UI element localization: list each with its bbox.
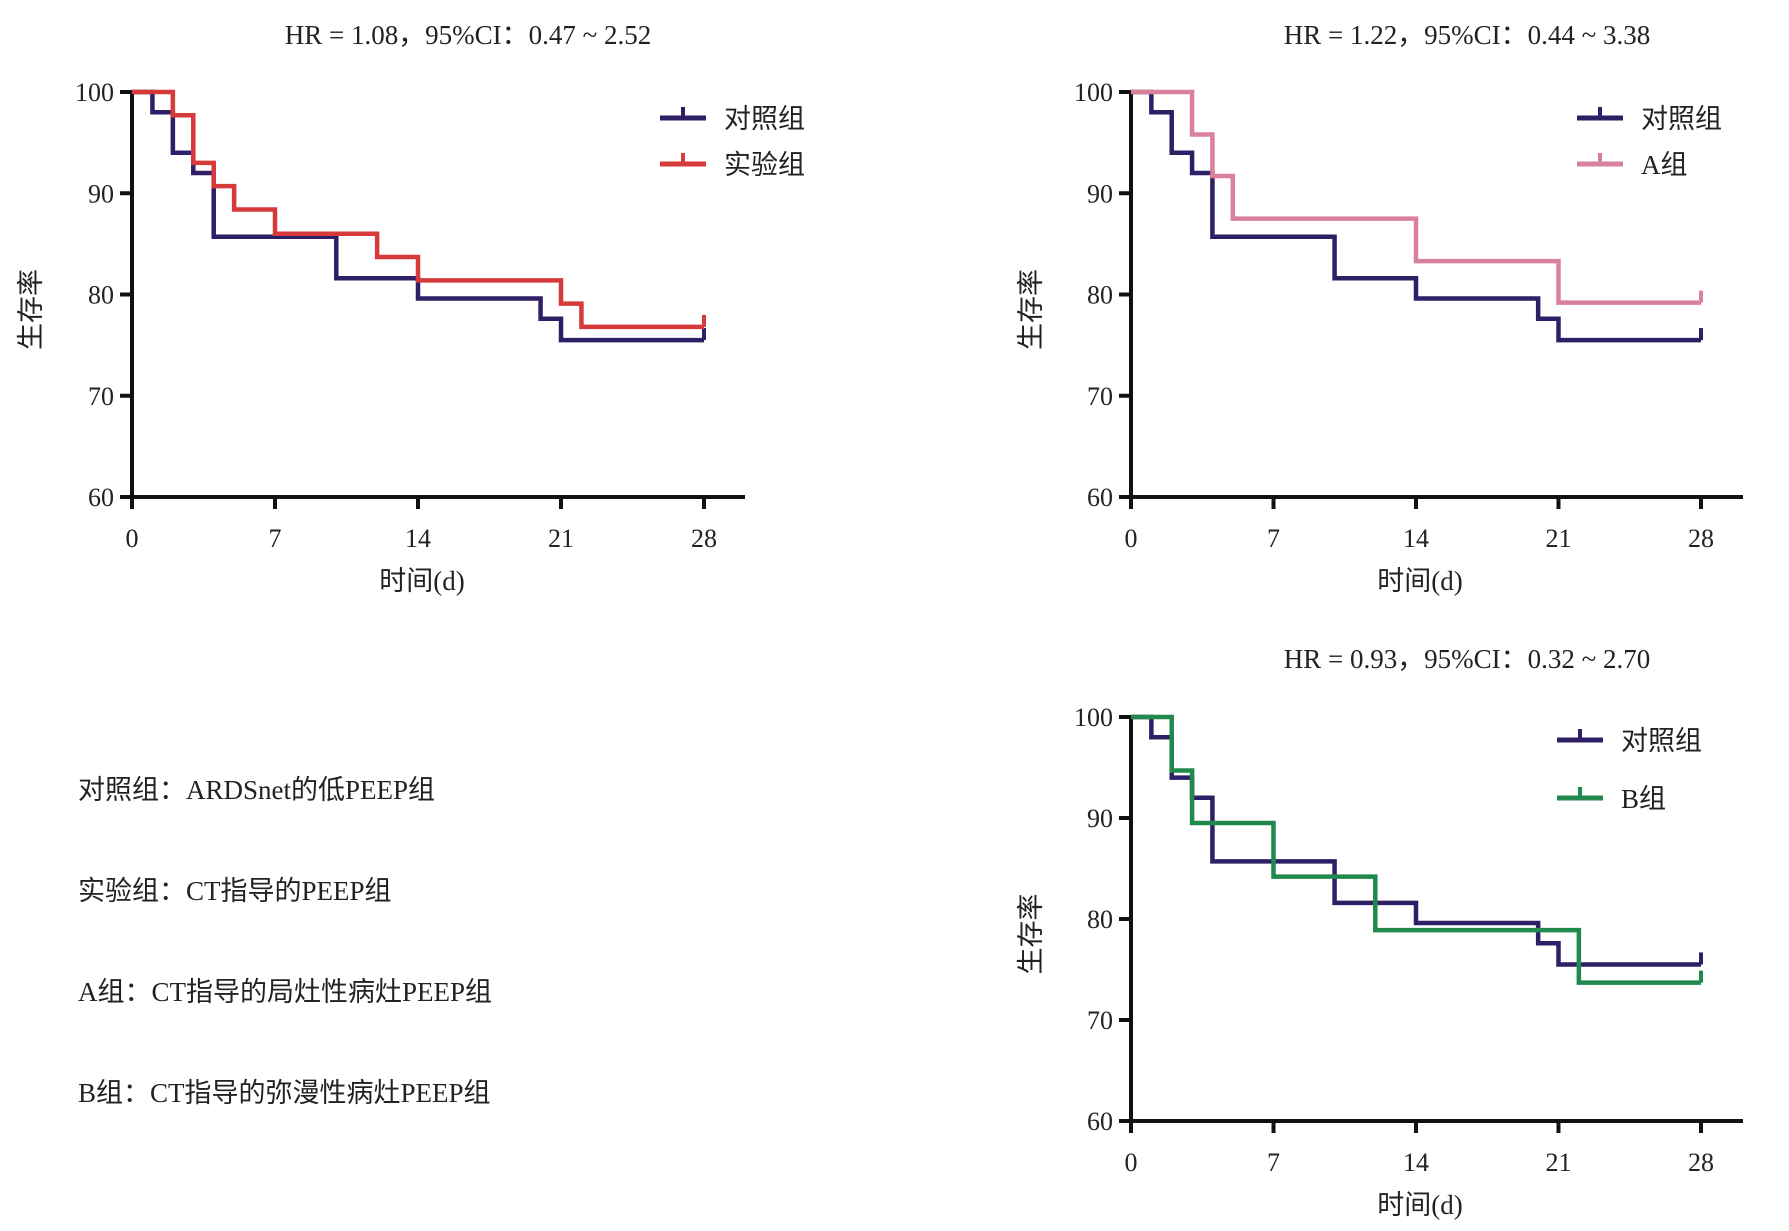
y-tick-label: 100 [1074, 703, 1113, 732]
legend-label: 实验组 [724, 150, 805, 180]
y-tick-label: 80 [1087, 281, 1113, 310]
survival-curve-treatment [1131, 89, 1701, 305]
y-tick-label: 60 [1087, 1107, 1113, 1136]
y-tick-label: 60 [1087, 483, 1113, 512]
x-axis-title: 时间(d) [1377, 1190, 1462, 1220]
y-tick-label: 70 [88, 382, 114, 411]
x-tick-label: 21 [1546, 524, 1572, 553]
legend-item: 对照组 [1577, 104, 1722, 134]
x-tick-label: 0 [1125, 1148, 1138, 1177]
footnote-experimental: 实验组：CT指导的PEEP组 [78, 876, 392, 906]
x-tick-label: 14 [405, 524, 431, 553]
y-tick-label: 100 [75, 78, 114, 107]
km-chart-control-vs-group-a: HR = 1.22，95%CI：0.44 ~ 3.38 60 70 80 90 100 0 7… [1016, 20, 1743, 596]
footnote-group-a: A组：CT指导的局灶性病灶PEEP组 [78, 977, 493, 1007]
legend-item: 对照组 [660, 104, 805, 134]
x-tick-label: 0 [126, 524, 139, 553]
legend-item: A组 [1577, 150, 1688, 180]
group-definitions: 对照组：ARDSnet的低PEEP组 实验组：CT指导的PEEP组 A组：CT指… [78, 740, 492, 1144]
chart-title: HR = 0.93，95%CI：0.32 ~ 2.70 [1284, 644, 1651, 674]
y-tick-label: 80 [1087, 905, 1113, 934]
x-tick-label: 28 [1688, 1148, 1714, 1177]
y-tick-label: 70 [1087, 1006, 1113, 1035]
legend-label: 对照组 [724, 104, 805, 134]
chart-title: HR = 1.08，95%CI：0.47 ~ 2.52 [285, 20, 652, 50]
x-tick-label: 21 [1546, 1148, 1572, 1177]
chart-title: HR = 1.22，95%CI：0.44 ~ 3.38 [1284, 20, 1651, 50]
x-tick-label: 28 [1688, 524, 1714, 553]
x-tick-label: 14 [1403, 524, 1429, 553]
legend-item: B组 [1557, 784, 1666, 814]
survival-curve-control [1131, 89, 1701, 343]
x-tick-label: 21 [548, 524, 574, 553]
survival-curve-treatment [132, 89, 704, 330]
survival-curve-control [132, 89, 704, 343]
y-tick-label: 80 [88, 281, 114, 310]
y-axis-title: 生存率 [1016, 894, 1046, 975]
y-axis-title: 生存率 [1016, 269, 1046, 350]
legend-label: 对照组 [1621, 726, 1702, 756]
x-tick-label: 28 [691, 524, 717, 553]
y-tick-label: 60 [88, 483, 114, 512]
y-tick-label: 100 [1074, 78, 1113, 107]
x-tick-label: 7 [269, 524, 282, 553]
x-tick-label: 14 [1403, 1148, 1429, 1177]
survival-curve-control [1131, 714, 1701, 967]
km-chart-control-vs-group-b: HR = 0.93，95%CI：0.32 ~ 2.70 60 70 80 90 100 0 7… [1016, 644, 1743, 1220]
x-tick-label: 0 [1125, 524, 1138, 553]
legend-item: 实验组 [660, 150, 805, 180]
km-chart-control-vs-experimental: HR = 1.08，95%CI：0.47 ~ 2.52 60 70 80 90 100 0 7… [16, 20, 805, 596]
y-axis-title: 生存率 [16, 269, 46, 350]
x-axis-title: 时间(d) [379, 566, 464, 596]
legend-label: 对照组 [1641, 104, 1722, 134]
y-tick-label: 90 [88, 179, 114, 208]
x-tick-label: 7 [1267, 1148, 1280, 1177]
survival-curve-treatment [1131, 714, 1701, 985]
x-axis-title: 时间(d) [1377, 566, 1462, 596]
legend-label: B组 [1621, 784, 1666, 814]
y-tick-label: 90 [1087, 804, 1113, 833]
legend-label: A组 [1641, 150, 1688, 180]
x-tick-label: 7 [1267, 524, 1280, 553]
footnote-group-b: B组：CT指导的弥漫性病灶PEEP组 [78, 1078, 491, 1108]
legend-item: 对照组 [1557, 726, 1702, 756]
footnote-control: 对照组：ARDSnet的低PEEP组 [78, 775, 436, 805]
y-tick-label: 90 [1087, 179, 1113, 208]
y-tick-label: 70 [1087, 382, 1113, 411]
